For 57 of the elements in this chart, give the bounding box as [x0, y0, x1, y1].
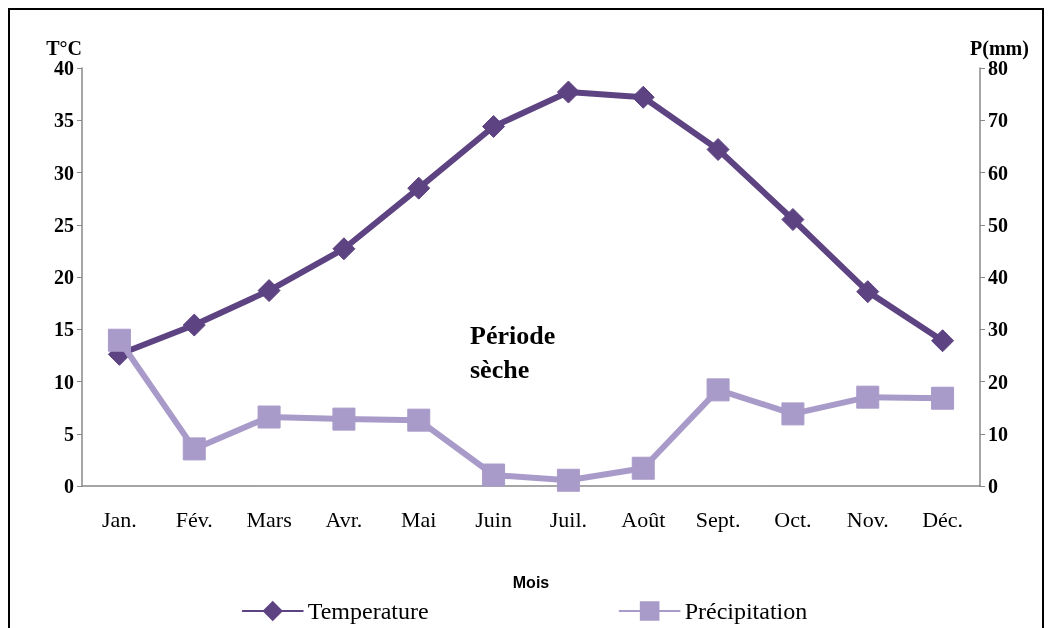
- y2-tick-label: 70: [988, 109, 1008, 132]
- point: [931, 329, 955, 353]
- y2-tick-label: 40: [988, 266, 1008, 288]
- legend-label: Précipitation: [684, 598, 808, 624]
- x-tick-label: Déc.: [922, 506, 964, 532]
- x-tick-label: Avr.: [325, 506, 363, 532]
- point: [407, 408, 431, 432]
- point: [482, 463, 506, 487]
- y-tick-label: 0: [64, 475, 74, 497]
- y-tick-label: 15: [54, 318, 74, 341]
- point: [931, 386, 955, 410]
- point: [407, 176, 431, 200]
- y-tick-label: 40: [54, 57, 74, 79]
- x-tick-label: Nov.: [846, 506, 889, 532]
- point: [781, 208, 805, 232]
- x-tick-label: Août: [621, 506, 666, 532]
- x-axis-title: Mois: [512, 573, 550, 591]
- y-tick-label: 25: [54, 213, 74, 236]
- y-tick-label: 20: [54, 266, 74, 288]
- point: [482, 115, 506, 139]
- y-axis-title: T°C: [46, 37, 82, 60]
- point: [257, 279, 281, 303]
- y2-tick-label: 10: [988, 422, 1008, 445]
- x-tick-label: Fév.: [175, 506, 213, 532]
- point: [332, 407, 356, 431]
- y-tick-label: 35: [54, 109, 74, 132]
- point: [631, 456, 655, 480]
- point: [856, 385, 880, 409]
- point: [556, 80, 580, 104]
- annotation: Période sèche: [470, 320, 556, 384]
- y2-tick-label: 30: [988, 318, 1008, 341]
- point: [856, 280, 880, 304]
- point: [257, 405, 281, 429]
- point: [706, 378, 730, 402]
- point: [182, 313, 206, 337]
- x-tick-label: Juin: [475, 506, 512, 532]
- y2-tick-label: 20: [988, 370, 1008, 393]
- y-tick-label: 5: [64, 422, 74, 445]
- y-tick-label: 30: [54, 161, 74, 184]
- y2-tick-label: 60: [988, 161, 1008, 184]
- point: [182, 437, 206, 461]
- y2-tick-label: 50: [988, 213, 1008, 236]
- y2-tick-label: 0: [988, 475, 998, 497]
- y-tick-label: 10: [54, 370, 74, 393]
- point: [107, 328, 131, 352]
- point: [781, 402, 805, 426]
- x-tick-label: Juil.: [549, 506, 588, 532]
- x-tick-label: Sept.: [695, 506, 741, 532]
- point: [556, 468, 580, 492]
- point: [706, 138, 730, 162]
- x-tick-label: Mars: [246, 506, 292, 532]
- x-tick-label: Mai: [401, 506, 437, 532]
- point: [332, 237, 356, 261]
- x-tick-label: Jan.: [102, 506, 137, 532]
- legend-label: Temperature: [307, 598, 429, 624]
- point: [631, 85, 655, 109]
- x-tick-label: Oct.: [774, 506, 812, 532]
